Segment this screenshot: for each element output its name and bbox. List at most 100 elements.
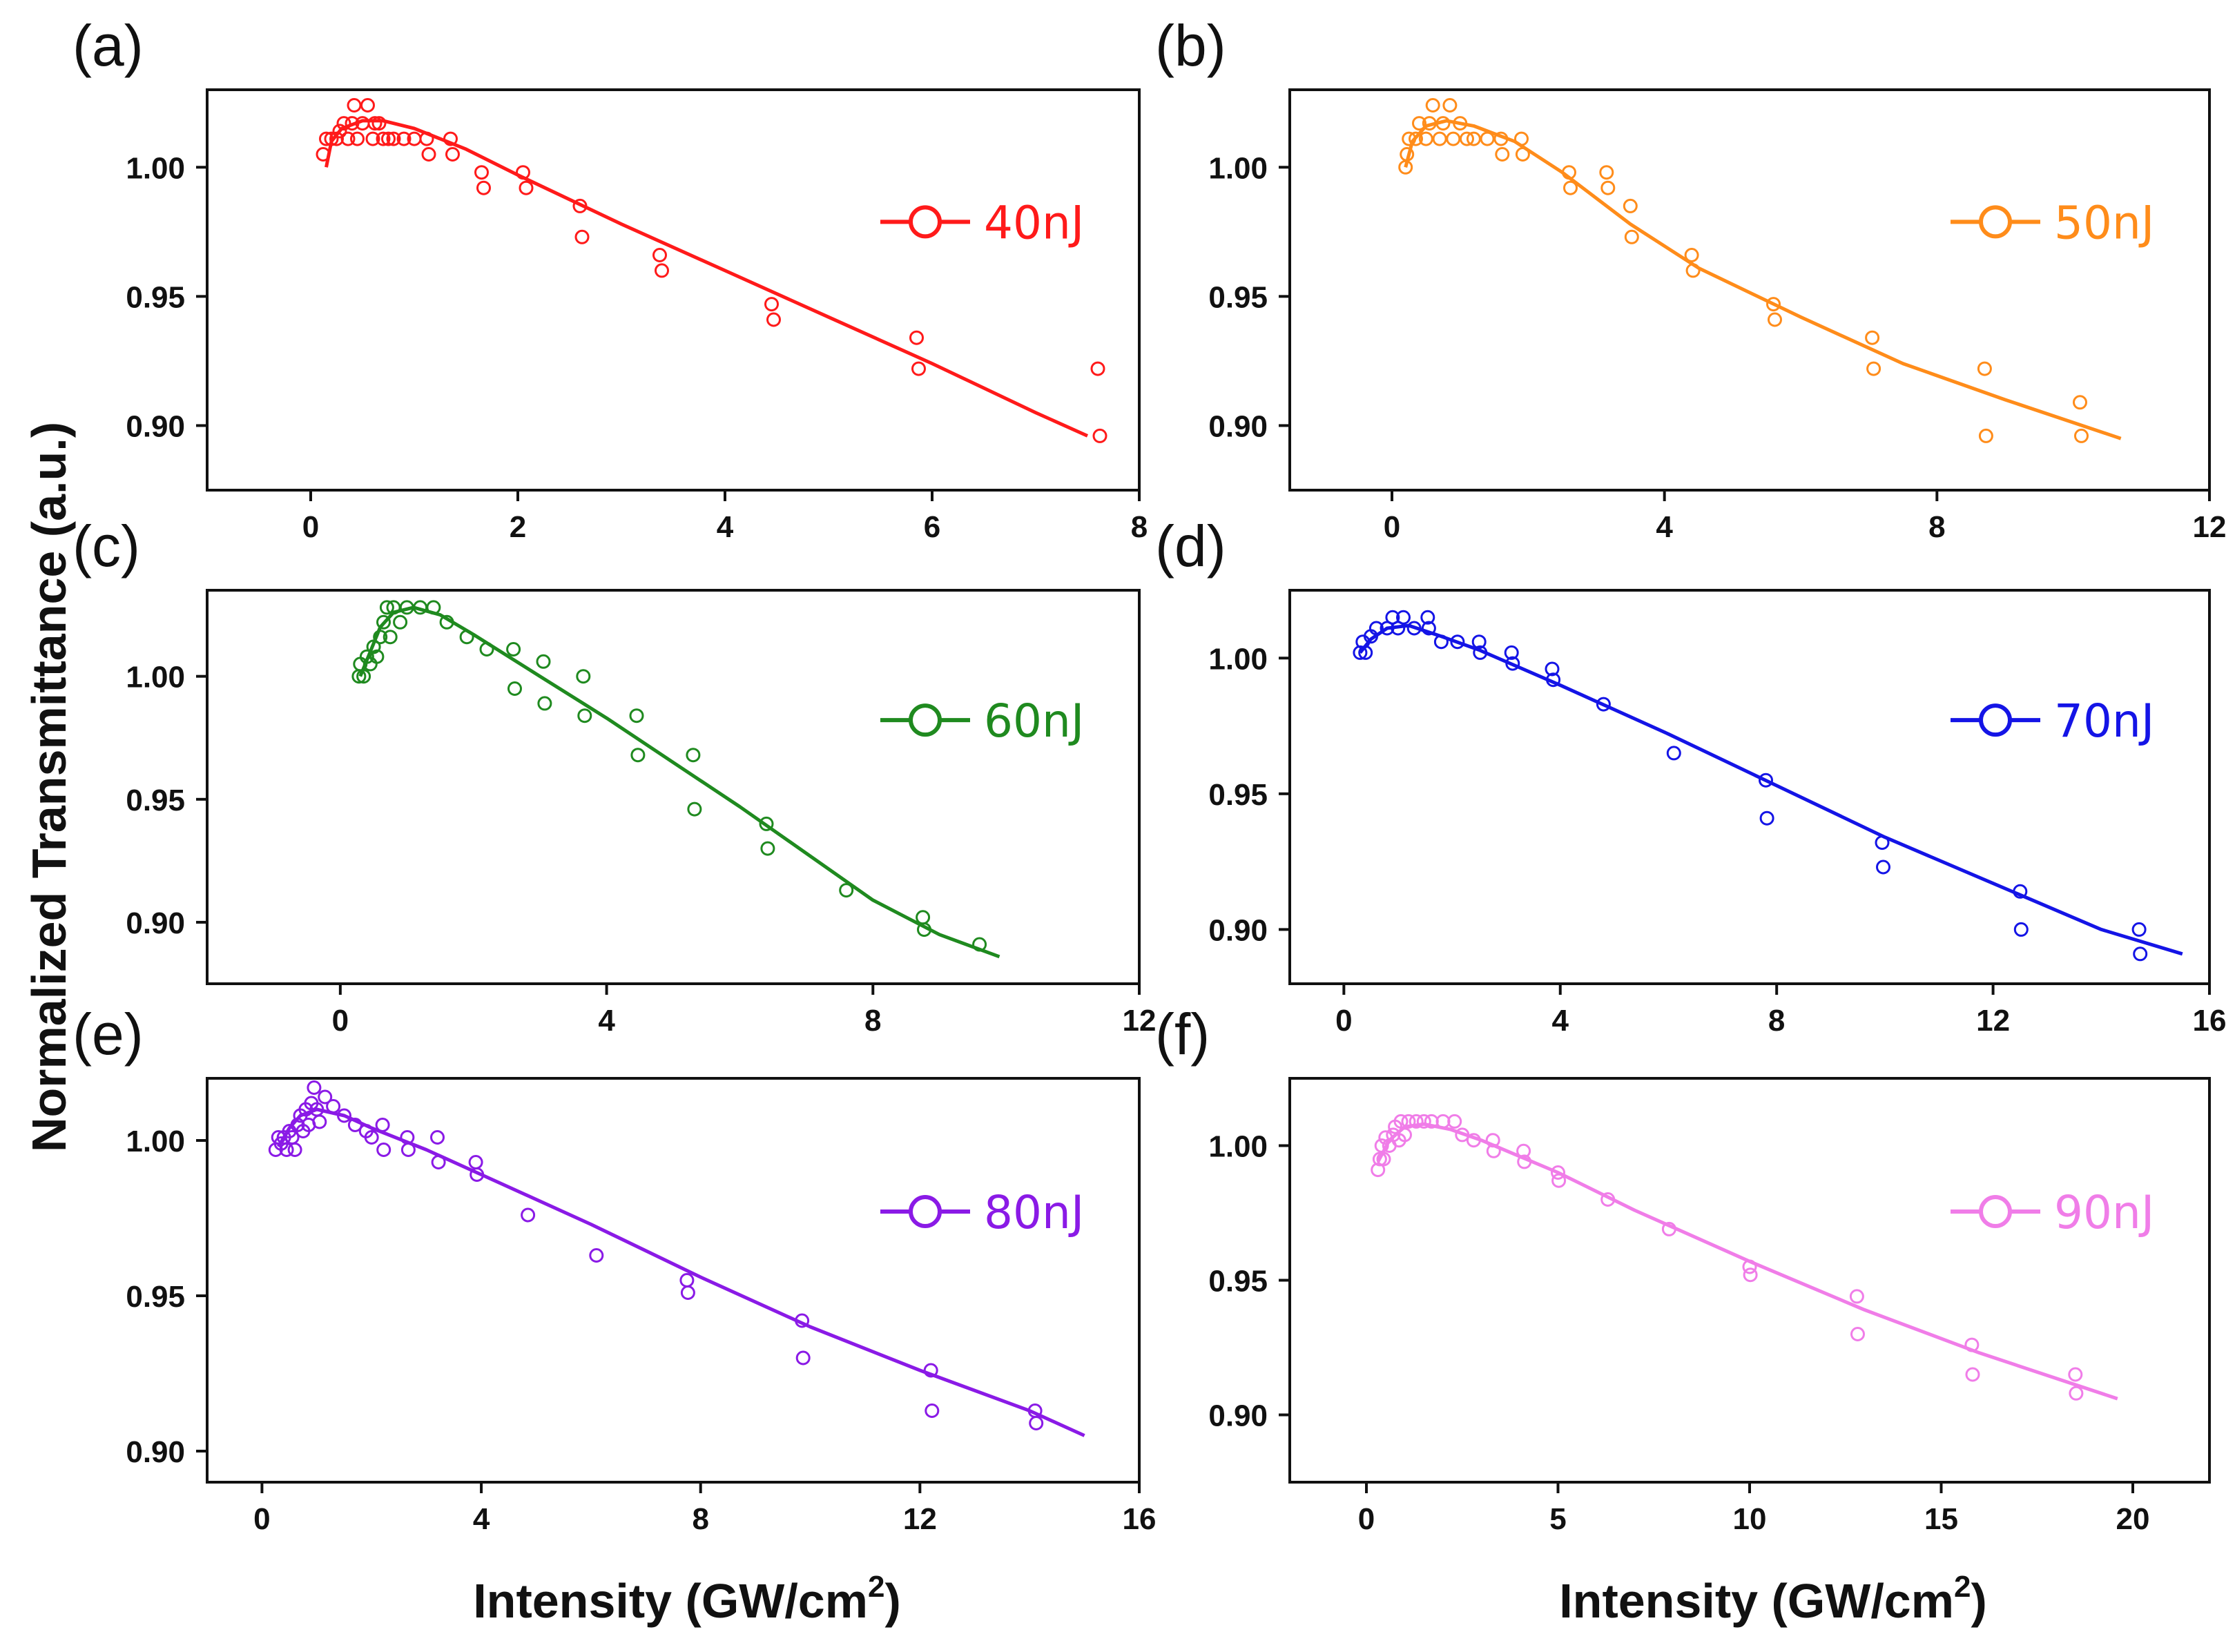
panel-a-data-point [421, 147, 436, 162]
panel-a-ytick-label: 0.90 [126, 409, 185, 443]
panel-c-ytick-label: 1.00 [126, 661, 185, 694]
panel-c-data-point [687, 801, 702, 817]
panel-c-data-point [537, 696, 552, 711]
panel-c-xtick-label: 0 [332, 1004, 349, 1038]
panel-c-data-point [359, 649, 374, 664]
panel-c-data-point [760, 841, 775, 856]
panel-b-data-point [1412, 116, 1426, 131]
panel-a-xtick-label: 0 [302, 510, 319, 544]
panel-a-data-point [371, 116, 387, 131]
panel-f-xtick-label: 20 [2116, 1502, 2150, 1536]
panel-d-ytick-label: 0.90 [1208, 913, 1268, 947]
panel-e-frame [206, 1077, 1141, 1484]
panel-b-data-point [1422, 116, 1437, 131]
panel-a-legend-text: 40nJ [984, 196, 1084, 249]
panel-d-data-point [2013, 884, 2028, 899]
panel-a-data-point [419, 131, 434, 146]
panel-a-data-point [652, 248, 667, 262]
panel-b-legend-marker [1979, 205, 2012, 239]
panel-e-data-point [795, 1350, 811, 1366]
panel-d-data-point [1505, 656, 1520, 671]
panel-b-data-point [1418, 131, 1433, 146]
panel-b-label: (b) [1155, 13, 1226, 78]
panel-e-data-point [337, 1108, 351, 1123]
panel-a-data-point [909, 330, 924, 345]
panel-b-data-point [1623, 198, 1638, 213]
panel-e-data-point [1029, 1416, 1044, 1430]
panel-d-xtick-label: 0 [1335, 1004, 1352, 1038]
x-axis-title-right: Intensity (GW/cm2) [1559, 1570, 1987, 1628]
panel-c-xtick-label: 8 [864, 1004, 881, 1038]
panel-f-data-point [1743, 1267, 1758, 1283]
panel-c-data-point [507, 681, 522, 696]
panel-b-ytick-label: 1.00 [1208, 151, 1268, 185]
panel-f-xtick-label: 0 [1358, 1502, 1375, 1536]
panel-f-data-point [1661, 1221, 1676, 1236]
panel-b: (b) 0 4 8 12 0.90 0.95 1.00 50nJ [1155, 13, 2226, 544]
panel-c-data-point [916, 910, 931, 925]
panel-c-data-point [479, 642, 494, 657]
panel-c-data-point [630, 748, 646, 763]
panel-d-data-point [1504, 645, 1519, 660]
panel-d-data-point [2131, 922, 2147, 937]
panel-e-legend-text: 80nJ [984, 1186, 1084, 1239]
panel-f-data-point [1401, 1114, 1416, 1129]
panel-f-legend-text: 90nJ [2054, 1186, 2154, 1239]
panel-f-ytick-label: 0.90 [1208, 1399, 1268, 1433]
panel-c-data-point [383, 630, 398, 645]
panel-d-data-point [1596, 697, 1611, 712]
panel-e-fit-line [277, 1107, 1085, 1437]
panel-f-data-point [1372, 1151, 1387, 1167]
panel-d-data-point [1875, 835, 1890, 851]
panel-d-data-point [1433, 634, 1449, 650]
panel-b-data-point [1460, 131, 1474, 146]
panel-f-data-point [1374, 1138, 1389, 1153]
panel-e-label: (e) [72, 1002, 144, 1067]
panel-b-data-point [1493, 131, 1509, 146]
panel-f-data-point [1600, 1192, 1616, 1207]
panel-a-data-point [381, 131, 396, 146]
panel-d-fit-line [1358, 623, 2183, 956]
panel-e-ytick-label: 0.90 [126, 1435, 185, 1469]
panel-d-xtick-label: 16 [2193, 1004, 2227, 1038]
panel-b-data-point [1515, 147, 1530, 162]
panel-f-data-point [2068, 1367, 2083, 1382]
panel-f-data-point [1850, 1327, 1865, 1341]
panel-c-data-point [506, 642, 521, 657]
panel-b-legend-text: 50nJ [2054, 196, 2154, 249]
panel-b-data-point [1685, 263, 1701, 278]
panel-a-data-point [574, 229, 590, 244]
panel-c-fit-line [358, 605, 1000, 959]
panel-d-data-point [1473, 645, 1488, 660]
panel-e-ytick-label: 0.95 [126, 1280, 185, 1314]
panel-a-ytick-label: 0.95 [126, 280, 185, 314]
panel-e-xtick-label: 0 [253, 1502, 270, 1536]
panel-a-legend-marker [909, 205, 942, 239]
panel-c-frame [206, 589, 1141, 985]
panel-c-xtick-label: 4 [598, 1004, 615, 1038]
panel-a-data-point [345, 116, 360, 131]
panel-d-data-point [1759, 772, 1773, 788]
panel-d-data-point [1666, 746, 1681, 761]
panel-d-data-point [1759, 810, 1774, 826]
panel-b-data-point [2074, 428, 2089, 443]
panel-b-xtick-label: 4 [1656, 510, 1673, 544]
panel-a-label: (a) [72, 13, 144, 78]
panel-b-xtick-label: 8 [1928, 510, 1945, 544]
panel-d-ytick-label: 1.00 [1208, 642, 1268, 676]
panel-c-data-point [369, 649, 385, 664]
panel-b-data-point [1466, 131, 1481, 146]
panel-a-xtick-label: 8 [1131, 510, 1148, 544]
panel-a-data-point [572, 198, 588, 213]
panel-d-data-point [1406, 621, 1422, 636]
panel-d-xtick-label: 12 [1976, 1004, 2010, 1038]
panel-b-data-point [1684, 248, 1699, 262]
panel-c: (c) 0 4 8 12 0.90 0.95 1.00 60nJ [72, 514, 1156, 1038]
panel-a-fit-line [325, 119, 1089, 438]
panel-f-xtick-label: 15 [1924, 1502, 1958, 1536]
panel-b-data-point [1563, 180, 1578, 195]
panel-d-data-point [1358, 645, 1373, 660]
panel-b-data-point [1768, 312, 1782, 327]
panel-b-data-point [1409, 131, 1423, 146]
